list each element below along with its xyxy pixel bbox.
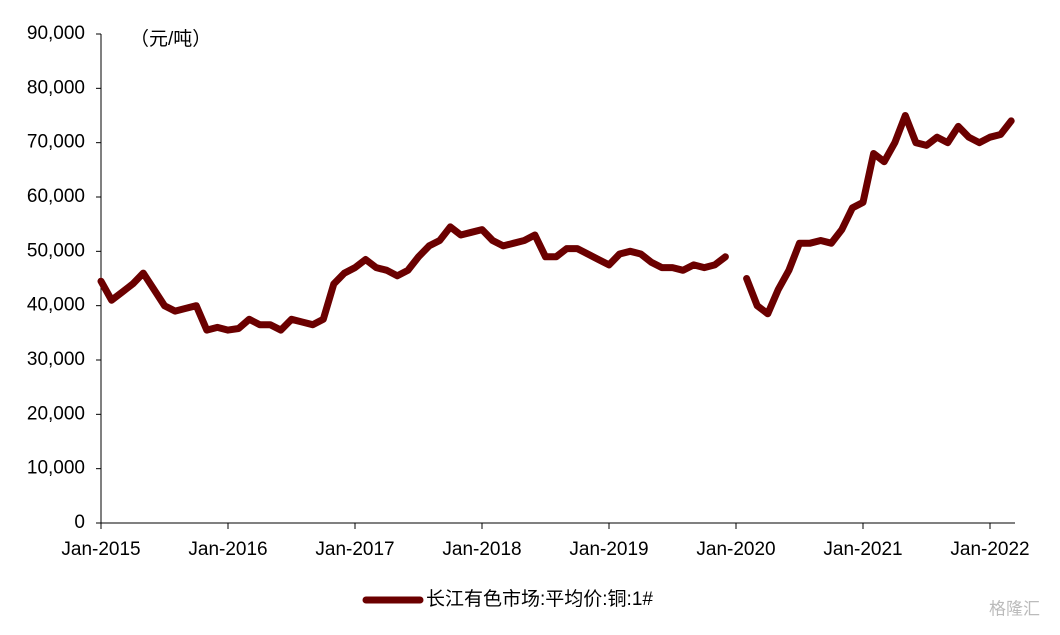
legend-label: 长江有色市场:平均价:铜:1# bbox=[426, 588, 653, 610]
y-tick-label: 20,000 bbox=[27, 403, 85, 424]
x-tick-label: Jan-2019 bbox=[569, 539, 648, 560]
x-tick-label: Jan-2022 bbox=[950, 539, 1029, 560]
watermark: 格隆汇 bbox=[989, 599, 1040, 618]
y-tick-label: 10,000 bbox=[27, 458, 85, 479]
unit-label: （元/吨） bbox=[130, 28, 211, 50]
x-tick-label: Jan-2017 bbox=[315, 539, 394, 560]
y-tick-label: 80,000 bbox=[27, 77, 85, 98]
y-tick-label: 30,000 bbox=[27, 349, 85, 370]
x-tick-label: Jan-2020 bbox=[696, 539, 775, 560]
y-tick-label: 90,000 bbox=[27, 23, 85, 44]
y-tick-label: 40,000 bbox=[27, 295, 85, 316]
x-tick-label: Jan-2021 bbox=[823, 539, 902, 560]
y-tick-label: 60,000 bbox=[27, 186, 85, 207]
x-tick-label: Jan-2018 bbox=[442, 539, 521, 560]
y-tick-label: 0 bbox=[74, 512, 85, 533]
x-tick-label: Jan-2016 bbox=[188, 539, 267, 560]
x-tick-label: Jan-2015 bbox=[61, 539, 140, 560]
y-tick-label: 50,000 bbox=[27, 240, 85, 261]
line-series bbox=[97, 112, 1015, 334]
y-tick-label: 70,000 bbox=[27, 132, 85, 153]
